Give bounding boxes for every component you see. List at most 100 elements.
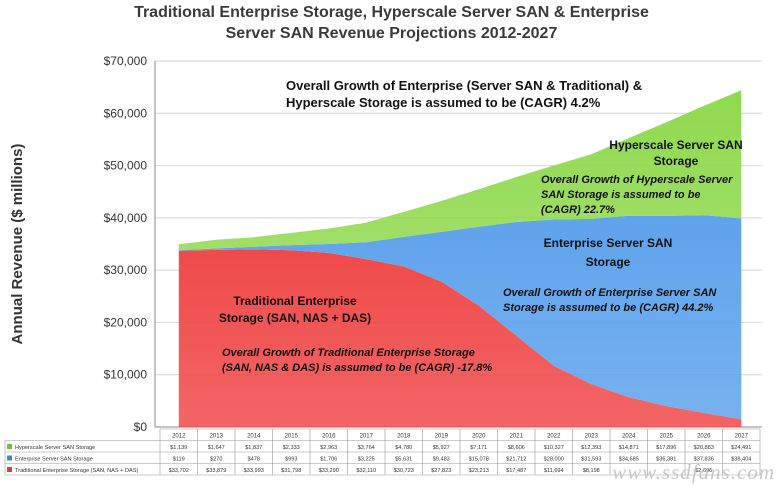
area-series-3 <box>178 90 742 251</box>
annotation-hyperscale-growth: Overall Growth of Hyperscale Server <box>541 174 733 186</box>
table-cell: $1,139 <box>170 445 187 451</box>
table-cell: $33,993 <box>244 468 264 474</box>
table-cell: $32,110 <box>356 468 376 474</box>
table-cell: $10,327 <box>544 445 564 451</box>
table-cell: $36,381 <box>656 457 676 463</box>
watermark-text: www.ssdfans.com <box>612 460 775 484</box>
table-cell: $31,593 <box>581 457 601 463</box>
table-cell: $23,213 <box>469 468 489 474</box>
table-cell: $993 <box>285 457 297 463</box>
legend-swatch <box>7 444 12 449</box>
table-cell: $38,404 <box>731 457 751 463</box>
table-cell: $2,696 <box>695 468 712 474</box>
annotation-traditional-growth: Overall Growth of Traditional Enterprise… <box>222 347 475 359</box>
annotation-traditional-name: Storage (SAN, NAS + DAS) <box>219 311 371 325</box>
table-cell: $5,927 <box>433 445 450 451</box>
table-cell: $4,780 <box>395 445 412 451</box>
table-cell: $34,685 <box>619 457 639 463</box>
y-tick-label: $0 <box>134 420 148 434</box>
table-cell: $12,393 <box>581 445 601 451</box>
table-cell: $15,078 <box>469 457 489 463</box>
table-cell: $3,764 <box>358 445 375 451</box>
legend-entry: Enterprise Server SAN Storage <box>15 457 93 463</box>
table-cell: $28,000 <box>544 457 564 463</box>
table-cell: $33,702 <box>169 468 189 474</box>
table-cell: $1,647 <box>208 445 225 451</box>
annotation-enterprise-growth: Storage is assumed to be (CAGR) 44.2% <box>503 302 713 314</box>
y-tick-label: $60,000 <box>104 106 148 120</box>
y-tick-label: $30,000 <box>104 263 148 277</box>
table-cell: $33,879 <box>206 468 226 474</box>
table-cell: $21,712 <box>506 457 526 463</box>
table-cell: $1,837 <box>245 445 262 451</box>
table-cell: $8,198 <box>583 468 600 474</box>
x-tick-label: 2025 <box>660 434 674 440</box>
table-cell: $270 <box>210 457 222 463</box>
x-tick-label: 2020 <box>472 434 486 440</box>
x-tick-label: 2018 <box>397 434 411 440</box>
x-tick-label: 2016 <box>322 434 336 440</box>
legend-swatch <box>7 467 12 472</box>
table-cell: $20,883 <box>694 445 714 451</box>
x-tick-label: 2014 <box>247 434 261 440</box>
annotation-traditional-growth: (SAN, NAS & DAS) is assumed to be (CAGR)… <box>222 362 492 374</box>
y-tick-label: $10,000 <box>104 368 148 382</box>
y-tick-label: $40,000 <box>104 211 148 225</box>
x-tick-label: 2015 <box>285 434 299 440</box>
table-cell: $17,896 <box>656 445 676 451</box>
data-table: 2012 2013 2014 2015 2016 2017 2018 2019 2020 2021… <box>4 428 761 476</box>
table-cell: $478 <box>248 457 260 463</box>
x-tick-label: 2027 <box>735 434 749 440</box>
annotation-overall-growth: Hyperscale Storage is assumed to be (CAG… <box>286 95 601 110</box>
chart-title-line-1: Traditional Enterprise Storage, Hypersca… <box>134 4 649 21</box>
table-cell: $14,871 <box>619 445 639 451</box>
x-tick-label: 2019 <box>435 434 449 440</box>
table-cell: $8,606 <box>508 445 525 451</box>
y-tick-label: $50,000 <box>104 159 148 173</box>
y-tick-label: $70,000 <box>104 54 148 68</box>
annotation-enterprise-name: Storage <box>586 255 631 269</box>
table-cell: $17,487 <box>506 468 526 474</box>
y-axis-label: Annual Revenue ($ millions) <box>9 144 26 345</box>
table-cell: $27,823 <box>431 468 451 474</box>
table-cell: $11,694 <box>544 468 564 474</box>
x-tick-label: 2012 <box>172 434 186 440</box>
x-tick-label: 2022 <box>547 434 561 440</box>
table-cell: $1,706 <box>320 457 337 463</box>
x-tick-label: 2026 <box>697 434 711 440</box>
y-tick-label: $20,000 <box>104 315 148 329</box>
legend-entry: Hyperscale Server SAN Storage <box>15 445 95 451</box>
area-series-1 <box>178 249 742 427</box>
table-cell: $33,290 <box>319 468 339 474</box>
legend-swatch <box>7 455 12 461</box>
annotation-enterprise-growth: Overall Growth of Enterprise Server SAN <box>503 287 717 299</box>
x-tick-label: 2023 <box>585 434 599 440</box>
x-tick-label: 2024 <box>622 434 636 440</box>
annotation-enterprise-name: Enterprise Server SAN <box>544 236 673 250</box>
x-tick-label: 2021 <box>510 434 524 440</box>
table-cell: $2,963 <box>320 445 337 451</box>
annotation-hyperscale-name: Hyperscale Server SAN <box>609 138 742 152</box>
x-tick-label: 2017 <box>360 434 374 440</box>
annotation-hyperscale-name: Storage <box>654 154 699 168</box>
table-cell: $30,723 <box>394 468 414 474</box>
table-cell: $2,333 <box>283 445 300 451</box>
table-cell: $9,483 <box>433 457 450 463</box>
annotation-hyperscale-growth: (CAGR) 22.7% <box>541 204 615 216</box>
x-tick-label: 2013 <box>210 434 224 440</box>
annotation-overall-growth: Overall Growth of Enterprise (Server SAN… <box>286 78 642 93</box>
chart-title-line-2: Server SAN Revenue Projections 2012-2027 <box>225 25 558 42</box>
table-cell: $37,836 <box>694 457 714 463</box>
annotation-traditional-name: Traditional Enterprise <box>233 294 357 308</box>
annotation-hyperscale-growth: SAN Storage is assumed to be <box>541 189 701 201</box>
table-cell: $7,171 <box>470 445 487 451</box>
table-cell: $3,225 <box>358 457 375 463</box>
legend-entry: Traditional Enterprise Storage (SAN, NAS… <box>15 468 139 474</box>
table-cell: $119 <box>173 457 185 463</box>
area-series-2 <box>178 215 742 420</box>
table-cell: $5,631 <box>395 457 412 463</box>
table-cell: $24,491 <box>731 445 751 451</box>
table-cell: $31,798 <box>281 468 301 474</box>
